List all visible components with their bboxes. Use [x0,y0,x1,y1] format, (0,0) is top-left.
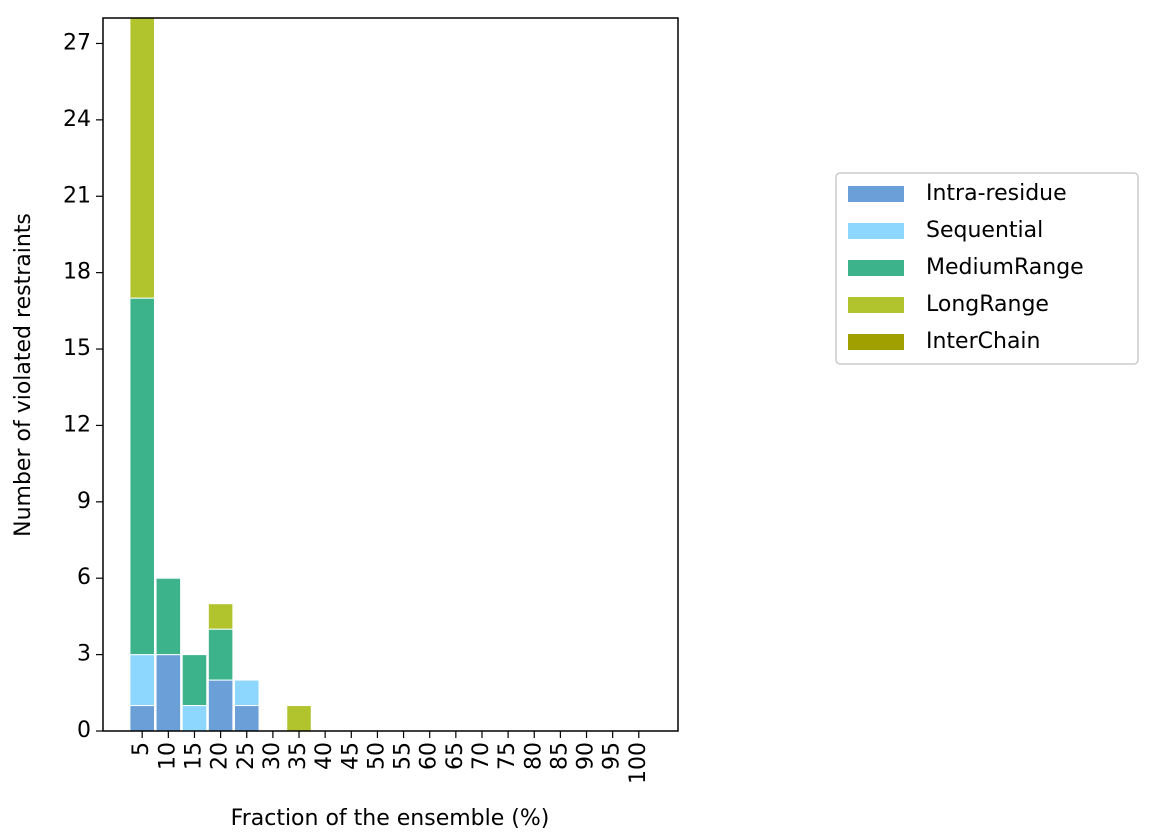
x-tick-label: 70 [469,742,494,770]
legend-label: LongRange [926,292,1049,317]
legend-label: Sequential [926,218,1043,243]
legend-label: Intra-residue [926,181,1067,206]
y-tick-label: 24 [63,107,91,132]
legend-swatch [848,223,904,239]
legend-swatch [848,260,904,276]
y-tick-label: 9 [77,489,91,514]
bar-segment [155,577,182,656]
legend-box [835,172,1139,365]
x-tick-label: 90 [574,742,599,770]
bar-segment [286,705,312,732]
legend-swatch [848,186,904,202]
x-tick-label: 45 [338,742,363,770]
x-tick-label: 75 [495,742,520,770]
bar-segment [181,705,208,732]
y-tick-label: 27 [63,30,91,55]
x-tick-label: 5 [129,742,154,756]
legend-swatch [848,297,904,313]
x-tick-label: 80 [521,742,546,770]
x-tick-label: 50 [364,742,389,770]
bar-segment [155,654,182,732]
bar-segment [233,679,260,707]
x-tick-label: 60 [417,742,442,770]
y-tick-label: 6 [77,565,91,590]
bar-segment [129,705,155,732]
bar-segment [129,297,155,656]
x-tick-label: 25 [234,742,259,770]
bar-segment [129,654,155,707]
y-axis-label: Number of violated restraints [11,213,36,537]
bar-segment [181,654,208,707]
legend-label: InterChain [926,329,1040,354]
x-tick-label: 15 [181,742,206,770]
x-axis-label: Fraction of the ensemble (%) [231,806,550,831]
x-tick-label: 30 [260,742,285,770]
plot-frame [102,17,679,732]
y-tick-label: 15 [63,336,91,361]
bar-segment [207,679,234,732]
bar-segment [207,628,234,681]
y-tick-label: 21 [63,183,91,208]
x-tick-label: 85 [547,742,572,770]
x-tick-label: 65 [443,742,468,770]
bar-segment [233,705,260,732]
bar-segment [207,603,234,630]
x-tick-label: 95 [600,742,625,770]
legend-swatch [848,334,904,350]
y-tick-label: 0 [77,718,91,743]
y-tick-label: 3 [77,642,91,667]
bar-segment [129,17,155,299]
legend-label: MediumRange [926,255,1084,280]
x-tick-label: 55 [391,742,416,770]
x-tick-label: 20 [208,742,233,770]
y-tick-label: 12 [63,412,91,437]
x-tick-label: 40 [312,742,337,770]
x-tick-label: 10 [155,742,180,770]
x-tick-label: 100 [626,742,651,784]
x-tick-label: 35 [286,742,311,770]
y-tick-label: 18 [63,260,91,285]
